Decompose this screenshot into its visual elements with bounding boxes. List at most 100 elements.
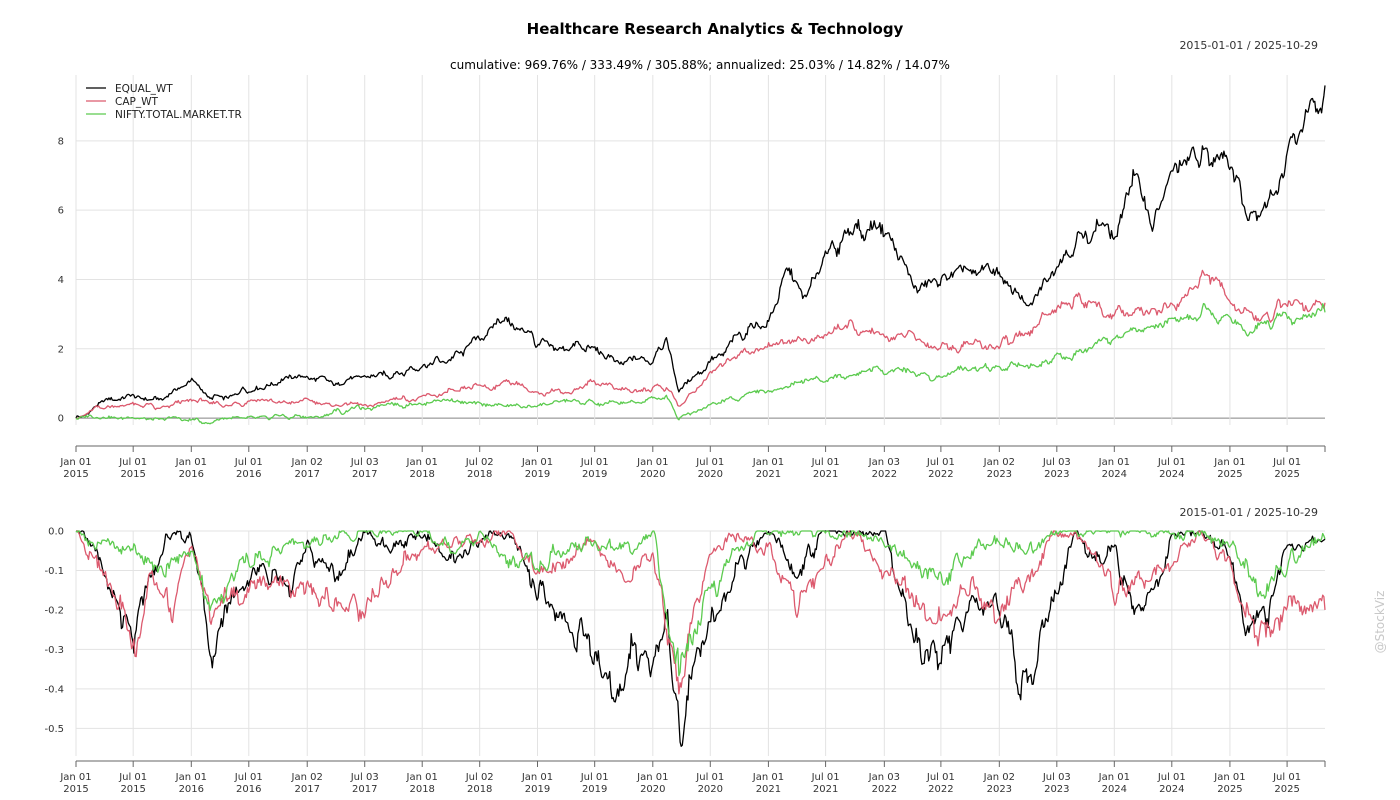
- x-tick-label: Jan 02: [291, 772, 323, 783]
- x-tick-label: Jan 02: [983, 772, 1015, 783]
- y-tick-label: 2: [58, 344, 64, 355]
- y-tick-label: -0.5: [44, 724, 64, 735]
- x-tick-year: 2021: [756, 784, 781, 795]
- x-tick-year: 2023: [1044, 469, 1069, 480]
- x-tick-year: 2015: [63, 784, 88, 795]
- x-tick-label: Jul 01: [580, 457, 609, 468]
- x-tick-label: Jul 01: [1272, 457, 1301, 468]
- y-tick-label: -0.1: [44, 566, 64, 577]
- x-tick-label: Jul 01: [695, 772, 724, 783]
- x-tick-year: 2022: [928, 469, 953, 480]
- x-tick-label: Jan 01: [175, 457, 207, 468]
- x-tick-label: Jan 01: [636, 457, 668, 468]
- x-tick-year: 2019: [525, 469, 550, 480]
- x-tick-year: 2020: [640, 469, 665, 480]
- x-tick-label: Jan 01: [752, 457, 784, 468]
- x-tick-year: 2017: [352, 469, 377, 480]
- x-tick-label: Jul 01: [580, 772, 609, 783]
- x-tick-year: 2018: [409, 469, 434, 480]
- x-tick-label: Jul 01: [811, 457, 840, 468]
- x-tick-year: 2024: [1159, 469, 1184, 480]
- x-tick-label: Jul 01: [234, 772, 263, 783]
- x-tick-year: 2020: [698, 784, 723, 795]
- x-tick-label: Jul 01: [811, 772, 840, 783]
- x-tick-label: Jul 01: [234, 457, 263, 468]
- chart-title: Healthcare Research Analytics & Technolo…: [527, 20, 904, 38]
- x-tick-year: 2015: [120, 784, 145, 795]
- x-tick-label: Jan 01: [636, 772, 668, 783]
- top-panel: 2015-01-01 / 2025-10-29 cumulative: 969.…: [58, 39, 1326, 480]
- series-line-nifty-total-market-tr: [75, 530, 1326, 677]
- x-tick-label: Jul 01: [926, 772, 955, 783]
- x-tick-year: 2023: [987, 469, 1012, 480]
- bottom-grid: [75, 530, 1325, 756]
- x-tick-year: 2021: [813, 784, 838, 795]
- top-y-axis: 0 2 4 6 8: [58, 136, 64, 424]
- x-tick-year: 2016: [236, 784, 261, 795]
- x-tick-year: 2019: [582, 469, 607, 480]
- x-tick-label: Jan 01: [1213, 457, 1245, 468]
- x-tick-year: 2016: [179, 469, 204, 480]
- x-tick-label: Jul 01: [118, 772, 147, 783]
- x-tick-label: Jan 01: [1098, 772, 1130, 783]
- x-tick-year: 2018: [467, 784, 492, 795]
- bottom-series: [75, 530, 1326, 747]
- x-tick-year: 2015: [63, 469, 88, 480]
- bottom-panel: 2015-01-01 / 2025-10-29 0.0 -0.1 -0.2 -0.3 -…: [44, 506, 1326, 795]
- x-tick-label: Jul 01: [118, 457, 147, 468]
- legend-label: NIFTY.TOTAL.MARKET.TR: [115, 109, 242, 121]
- y-tick-label: -0.4: [44, 684, 64, 695]
- x-tick-label: Jan 01: [406, 457, 438, 468]
- x-tick-year: 2022: [928, 784, 953, 795]
- x-tick-year: 2025: [1217, 469, 1242, 480]
- x-tick-label: Jul 01: [695, 457, 724, 468]
- x-tick-label: Jul 03: [350, 772, 379, 783]
- x-tick-label: Jul 03: [1042, 772, 1071, 783]
- x-tick-label: Jul 02: [465, 457, 494, 468]
- x-tick-label: Jul 01: [1157, 772, 1186, 783]
- x-tick-label: Jan 01: [1098, 457, 1130, 468]
- x-tick-year: 2024: [1159, 784, 1184, 795]
- x-tick-label: Jan 02: [291, 457, 323, 468]
- x-tick-year: 2015: [120, 469, 145, 480]
- x-tick-year: 2019: [582, 784, 607, 795]
- legend-label: CAP_WT: [115, 96, 158, 108]
- x-tick-label: Jan 01: [175, 772, 207, 783]
- x-tick-year: 2017: [294, 469, 319, 480]
- bottom-y-axis: 0.0 -0.1 -0.2 -0.3 -0.4 -0.5: [44, 527, 64, 735]
- x-tick-label: Jan 01: [59, 772, 91, 783]
- x-tick-year: 2017: [294, 784, 319, 795]
- y-tick-label: 6: [58, 206, 64, 217]
- y-tick-label: 8: [58, 136, 64, 147]
- x-tick-year: 2017: [352, 784, 377, 795]
- x-tick-label: Jan 01: [1213, 772, 1245, 783]
- x-tick-label: Jan 01: [521, 772, 553, 783]
- x-tick-year: 2019: [525, 784, 550, 795]
- bottom-date-range: 2015-01-01 / 2025-10-29: [1179, 506, 1318, 519]
- x-tick-label: Jan 01: [752, 772, 784, 783]
- x-tick-year: 2021: [813, 469, 838, 480]
- y-tick-label: -0.3: [44, 645, 64, 656]
- x-tick-label: Jul 01: [1272, 772, 1301, 783]
- series-line-nifty-total-market-tr: [75, 302, 1326, 425]
- x-tick-year: 2016: [236, 469, 261, 480]
- y-tick-label: 0.0: [48, 527, 64, 538]
- series-line-equal-wt: [76, 530, 1326, 747]
- y-tick-label: -0.2: [44, 605, 64, 616]
- x-tick-label: Jul 01: [926, 457, 955, 468]
- x-tick-year: 2020: [698, 469, 723, 480]
- x-tick-label: Jan 01: [521, 457, 553, 468]
- x-tick-year: 2020: [640, 784, 665, 795]
- x-tick-label: Jan 01: [59, 457, 91, 468]
- series-line-cap-wt: [76, 530, 1326, 695]
- x-tick-year: 2025: [1274, 784, 1299, 795]
- x-tick-year: 2024: [1102, 784, 1127, 795]
- x-tick-year: 2023: [1044, 784, 1069, 795]
- x-tick-year: 2016: [179, 784, 204, 795]
- x-tick-label: Jan 02: [983, 457, 1015, 468]
- x-tick-label: Jan 03: [868, 457, 900, 468]
- series-line-cap-wt: [75, 269, 1326, 420]
- x-tick-label: Jan 03: [868, 772, 900, 783]
